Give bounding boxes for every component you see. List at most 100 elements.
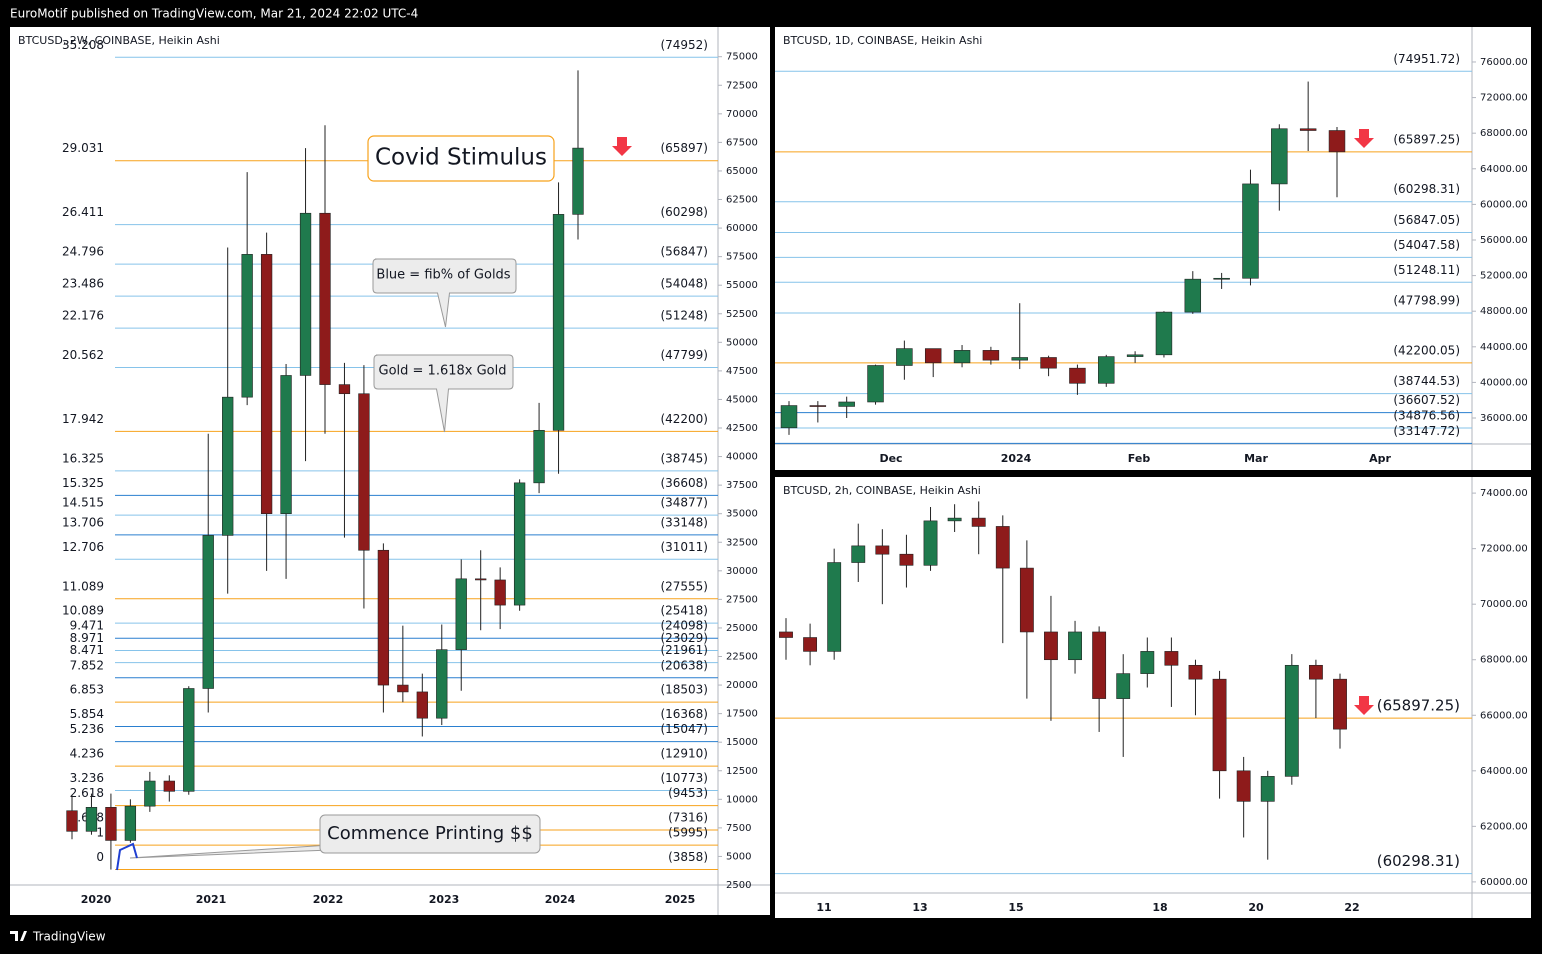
fib-level-price: (23029) xyxy=(660,631,708,645)
fib-level-price: (33148) xyxy=(660,515,708,529)
y-tick-label: 64000.00 xyxy=(1480,766,1528,777)
candle-body xyxy=(779,631,793,638)
fib-level-ratio: 6.853 xyxy=(70,683,104,697)
candle-body xyxy=(1212,678,1227,772)
y-tick-label: 42500 xyxy=(726,423,758,434)
y-tick-label: 67500 xyxy=(726,137,758,148)
fib-level-price: (5995) xyxy=(668,826,708,840)
candle-body xyxy=(1271,128,1288,185)
candle-body xyxy=(1164,651,1179,666)
candle-body xyxy=(494,579,506,606)
fib-level-price: (36608) xyxy=(660,476,708,490)
fib-level-price: (56847.05) xyxy=(1393,213,1460,227)
candle-body xyxy=(1040,357,1057,369)
x-tick-label: Apr xyxy=(1369,452,1391,465)
fib-level-price: (54047.58) xyxy=(1393,238,1460,252)
y-tick-label: 22500 xyxy=(726,652,758,663)
fib-level-ratio: 11.089 xyxy=(62,579,104,593)
x-tick-label: 2021 xyxy=(196,893,227,906)
y-tick-label: 57500 xyxy=(726,252,758,263)
candle-body xyxy=(953,350,971,364)
y-tick-label: 76000.00 xyxy=(1480,57,1528,68)
y-tick-label: 52500 xyxy=(726,309,758,320)
fib-level-price: (16368) xyxy=(660,707,708,721)
candle-body xyxy=(338,384,351,395)
candle-body xyxy=(1155,311,1173,356)
x-tick-label: 2020 xyxy=(81,893,112,906)
fib-level-ratio: 22.176 xyxy=(62,309,104,323)
candle-body xyxy=(533,429,545,484)
candle-body xyxy=(455,578,467,650)
candle-body xyxy=(222,396,234,536)
y-tick-label: 48000.00 xyxy=(1480,306,1528,317)
y-tick-label: 68000.00 xyxy=(1480,128,1528,139)
fib-level-price: (74952) xyxy=(660,38,708,52)
candle-body xyxy=(971,517,986,527)
candle-body xyxy=(436,649,448,719)
callout-text: Covid Stimulus xyxy=(375,145,547,171)
candle-body xyxy=(1284,664,1299,777)
y-tick-label: 68000.00 xyxy=(1480,655,1528,666)
y-tick-label: 60000 xyxy=(726,223,758,234)
y-tick-label: 44000.00 xyxy=(1480,342,1528,353)
fib-level-price: (24098) xyxy=(660,619,708,633)
candle-body xyxy=(319,212,331,385)
fib-level-price: (65897.25) xyxy=(1377,697,1460,715)
fib-level-ratio: 8.471 xyxy=(70,643,104,657)
candle-body xyxy=(924,348,942,364)
candle-body xyxy=(1328,130,1346,153)
y-tick-label: 45000 xyxy=(726,394,758,405)
candle-body xyxy=(995,526,1010,569)
candle-body xyxy=(1011,357,1028,361)
fib-level-ratio: 9.471 xyxy=(70,619,104,633)
y-tick-label: 12500 xyxy=(726,766,758,777)
candle-body xyxy=(358,393,370,551)
candle-body xyxy=(66,810,78,832)
chart-title: BTCUSD, 2h, COINBASE, Heikin Ashi xyxy=(783,484,981,497)
fib-level-ratio: 35.208 xyxy=(62,38,104,52)
candle-body xyxy=(1333,678,1347,730)
y-tick-label: 40000 xyxy=(726,452,758,463)
x-tick-label: 2024 xyxy=(1001,452,1032,465)
drawn-path xyxy=(116,842,138,871)
callout-bubble xyxy=(319,814,541,854)
candle-body xyxy=(947,517,962,522)
fib-level-price: (74951.72) xyxy=(1393,52,1460,66)
candle-body xyxy=(1188,664,1203,680)
candle-body xyxy=(1242,183,1259,279)
fib-level-ratio: 29.031 xyxy=(62,141,104,155)
fib-level-price: (60298) xyxy=(660,205,708,219)
y-tick-label: 32500 xyxy=(726,537,758,548)
chart-panel xyxy=(775,27,1531,470)
chart-title: BTCUSD, 2W, COINBASE, Heikin Ashi xyxy=(18,34,220,47)
candle-body xyxy=(1126,354,1144,357)
y-tick-label: 30000 xyxy=(726,566,758,577)
candle-body xyxy=(1044,631,1058,661)
y-tick-label: 17500 xyxy=(726,709,758,720)
y-tick-label: 72000.00 xyxy=(1480,93,1528,104)
fib-level-price: (36607.52) xyxy=(1393,393,1460,407)
candle-body xyxy=(280,375,292,514)
red-arrow xyxy=(1354,129,1374,148)
y-tick-label: 60000.00 xyxy=(1480,877,1528,888)
x-tick-label: Dec xyxy=(879,452,902,465)
x-tick-label: 13 xyxy=(912,901,927,914)
y-tick-label: 47500 xyxy=(726,366,758,377)
candle-body xyxy=(1184,278,1202,313)
fib-level-price: (60298.31) xyxy=(1393,182,1460,196)
candle-body xyxy=(982,350,1000,361)
candle-body xyxy=(827,562,842,652)
fib-level-ratio: 26.411 xyxy=(62,205,104,219)
red-arrow xyxy=(612,137,632,156)
fib-level-price: (18503) xyxy=(660,683,708,697)
fib-level-price: (42200.05) xyxy=(1393,343,1460,357)
fib-level-price: (47799) xyxy=(660,348,708,362)
y-tick-label: 55000 xyxy=(726,280,758,291)
candle-body xyxy=(513,482,526,606)
candle-body xyxy=(105,807,117,841)
y-tick-label: 65000 xyxy=(726,166,758,177)
chart-panel xyxy=(775,477,1531,918)
y-tick-label: 35000 xyxy=(726,509,758,520)
x-tick-label: 15 xyxy=(1008,901,1023,914)
